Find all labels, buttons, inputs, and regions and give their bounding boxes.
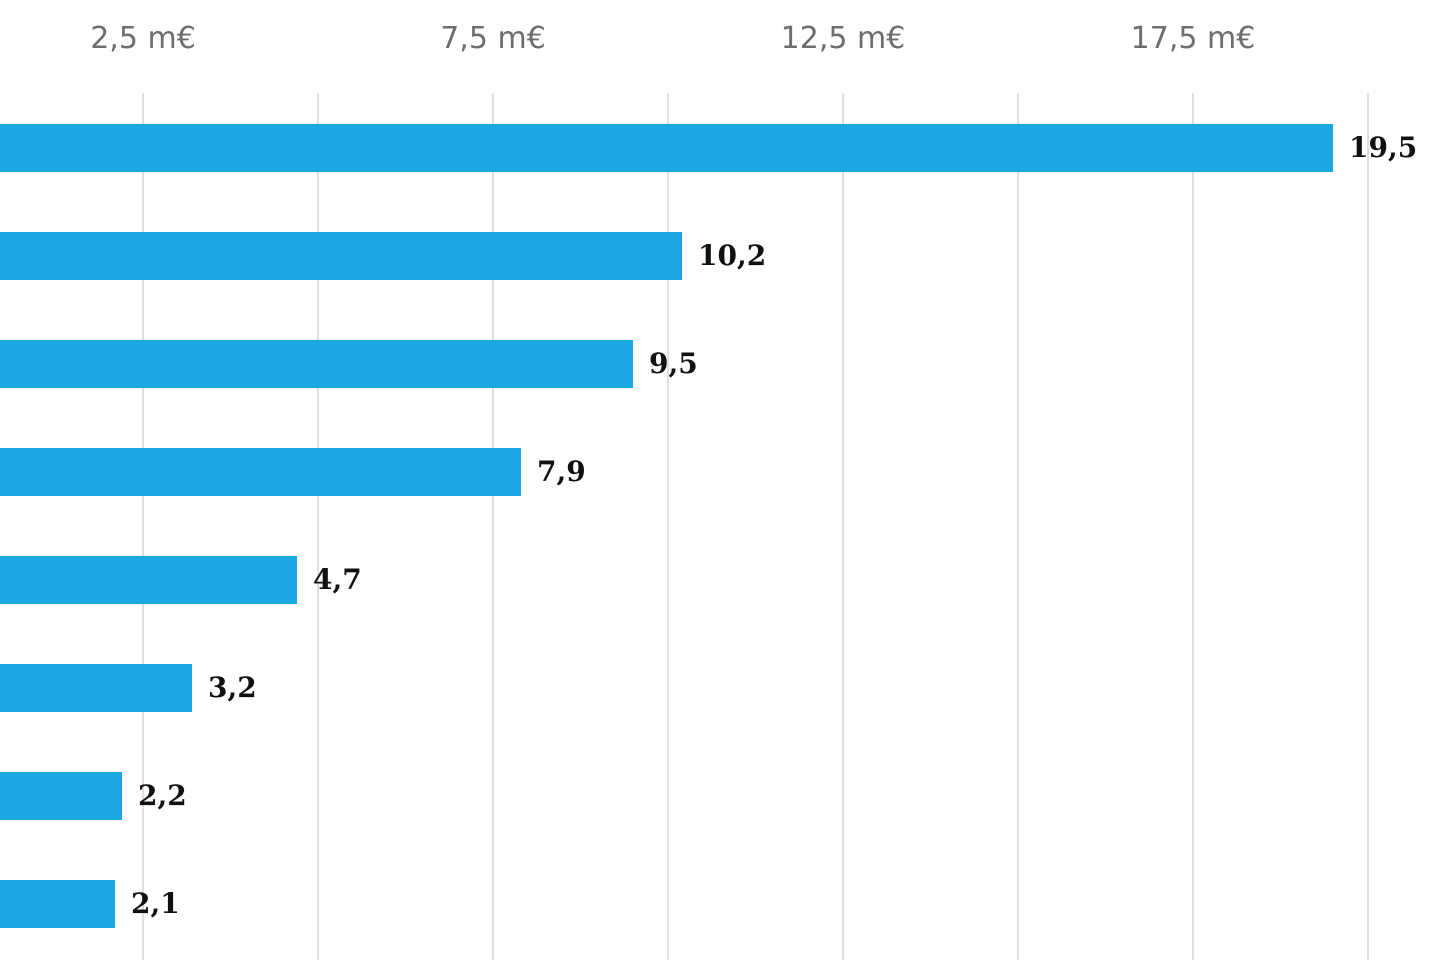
- x-axis-tick-labels: 2,5 m€ 7,5 m€ 12,5 m€ 17,5 m€: [90, 21, 1255, 56]
- value-label-3: 7,9: [537, 455, 586, 488]
- x-tick-label-2: 12,5 m€: [781, 21, 906, 56]
- value-label-0: 19,5: [1349, 131, 1417, 164]
- x-tick-label-1: 7,5 m€: [440, 21, 546, 56]
- value-label-1: 10,2: [698, 239, 766, 272]
- value-labels: 19,5 10,2 9,5 7,9 4,7 3,2 2,2 2,1: [131, 131, 1417, 920]
- value-label-5: 3,2: [208, 671, 257, 704]
- value-label-4: 4,7: [313, 563, 362, 596]
- gridlines: [142, 93, 1369, 960]
- value-label-2: 9,5: [649, 347, 698, 380]
- bar-3: [0, 448, 521, 496]
- bar-5: [0, 664, 192, 712]
- value-label-7: 2,1: [131, 887, 180, 920]
- value-label-6: 2,2: [138, 779, 187, 812]
- bar-2: [0, 340, 633, 388]
- bar-7: [0, 880, 115, 928]
- x-tick-label-0: 2,5 m€: [90, 21, 196, 56]
- bar-0: [0, 124, 1333, 172]
- bar-4: [0, 556, 297, 604]
- x-tick-label-3: 17,5 m€: [1131, 21, 1256, 56]
- bar-6: [0, 772, 122, 820]
- bar-1: [0, 232, 682, 280]
- bars: [0, 124, 1333, 928]
